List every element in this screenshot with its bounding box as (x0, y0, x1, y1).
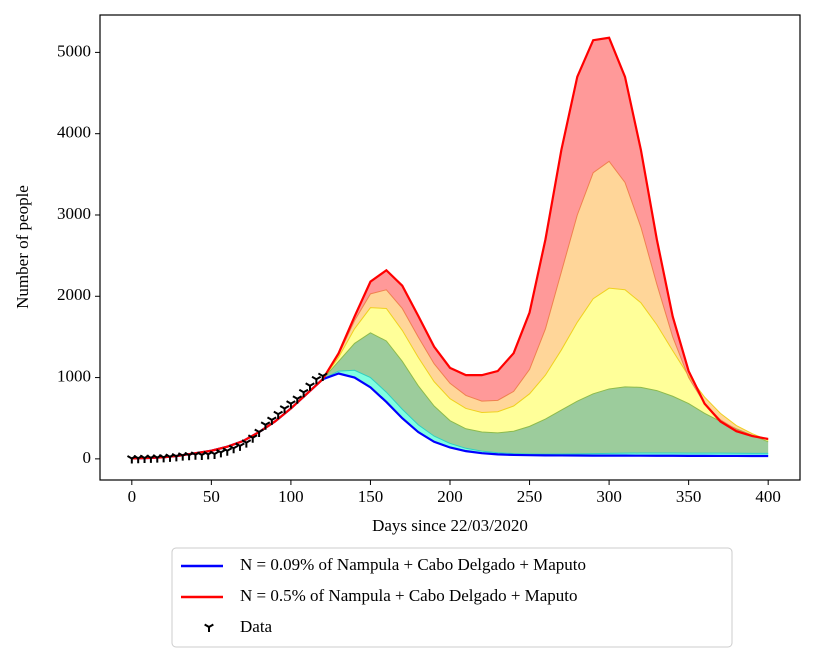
data-point (216, 448, 226, 458)
legend-marker (204, 623, 214, 632)
data-point (222, 447, 233, 456)
legend-box (171, 547, 733, 648)
data-point (311, 375, 322, 385)
data-point (260, 421, 271, 430)
band (131, 161, 769, 459)
data-point (254, 428, 264, 438)
data-point (292, 395, 303, 404)
data-point (279, 405, 290, 414)
data-point (235, 442, 245, 451)
x-axis-label: Days since 22/03/2020 (372, 516, 528, 535)
y-tick-label: 4000 (57, 123, 91, 142)
y-tick-label: 5000 (57, 41, 91, 60)
data-point (241, 439, 252, 448)
x-tick-label: 0 (128, 487, 137, 506)
data-point (266, 416, 277, 425)
band (131, 288, 769, 459)
x-tick-label: 400 (755, 487, 781, 506)
data-point (286, 400, 296, 409)
data-point (273, 410, 284, 420)
x-tick-label: 250 (517, 487, 543, 506)
x-tick-label: 150 (358, 487, 384, 506)
y-tick-label: 1000 (57, 366, 91, 385)
y-tick-label: 0 (83, 448, 92, 467)
legend-label: N = 0.5% of Nampula + Cabo Delgado + Map… (240, 586, 578, 605)
y-tick-label: 3000 (57, 204, 91, 223)
x-tick-label: 350 (676, 487, 702, 506)
x-tick-label: 300 (596, 487, 622, 506)
legend-label: N = 0.09% of Nampula + Cabo Delgado + Ma… (240, 555, 586, 574)
plot (126, 36, 769, 464)
data-point (305, 382, 315, 391)
y-tick-label: 2000 (57, 285, 91, 304)
y-axis-label: Number of people (13, 185, 32, 309)
line (131, 36, 769, 460)
data-point (209, 450, 220, 459)
data-point (317, 372, 328, 381)
band (131, 37, 769, 459)
band (131, 332, 769, 459)
data-point (228, 444, 239, 454)
x-tick-label: 50 (203, 487, 220, 506)
legend-label: Data (240, 617, 273, 636)
data-point (298, 388, 309, 398)
data-point (247, 434, 258, 443)
x-tick-label: 100 (278, 487, 304, 506)
x-tick-label: 200 (437, 487, 463, 506)
